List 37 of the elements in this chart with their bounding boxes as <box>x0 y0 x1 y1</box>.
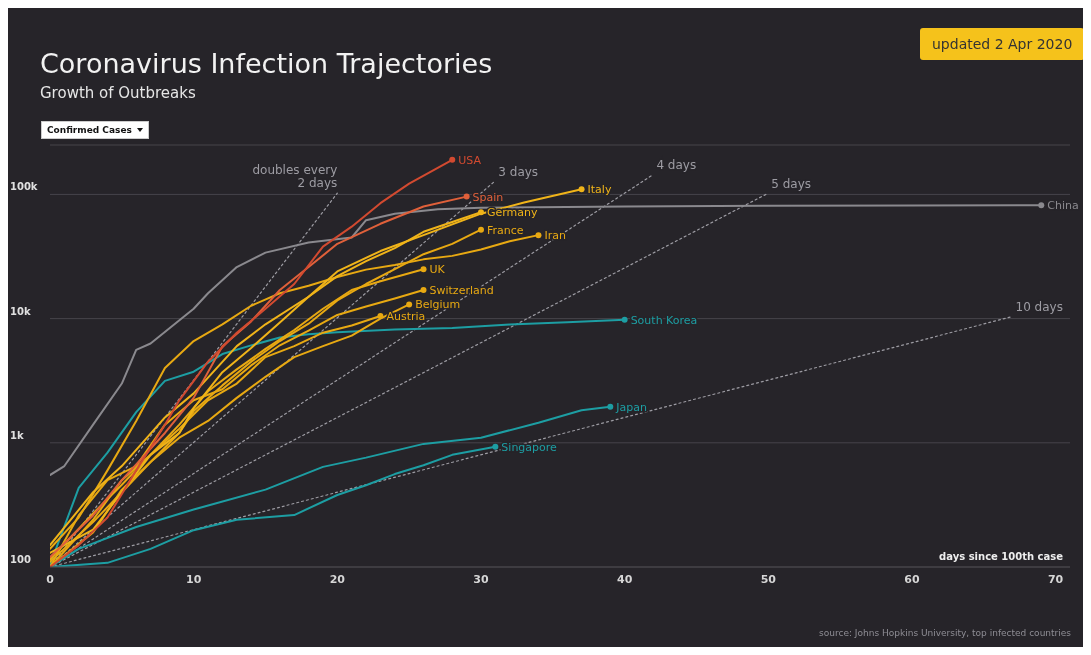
series-label: Singapore <box>501 440 558 454</box>
y-tick-label: 1k <box>10 429 24 441</box>
x-tick-label: 30 <box>473 572 489 586</box>
series-label: doubles every 2 days <box>252 163 338 191</box>
series-label: 5 days <box>771 177 812 192</box>
series-label: USA <box>458 153 482 167</box>
dropdown-field: Confirmed Cases <box>41 121 149 139</box>
series-label: Germany <box>486 206 539 220</box>
series-label: UK <box>429 263 446 277</box>
x-tick-label: 70 <box>1047 572 1064 586</box>
x-tick-label: 10 <box>186 572 202 586</box>
series-label: Iran <box>544 229 566 243</box>
source-note: source: Johns Hopkins University, top infected countries <box>819 628 1071 638</box>
chart-title: Coronavirus Infection Trajectories <box>40 48 493 79</box>
series-label: 10 days <box>1015 300 1063 315</box>
x-tick-label: 40 <box>616 572 633 586</box>
series-label: 3 days <box>498 164 539 179</box>
x-tick-label: 0 <box>46 572 55 586</box>
series-label: Japan <box>615 400 647 414</box>
series-label: Spain <box>472 190 504 204</box>
series-label: Italy <box>587 183 612 197</box>
series-label: South Korea <box>630 313 698 327</box>
series-label: France <box>486 223 524 237</box>
y-tick-label: 100k <box>10 181 38 193</box>
series-label: Belgium <box>415 298 461 312</box>
x-axis-title: days since 100th case <box>939 551 1063 562</box>
series-label: 4 days <box>656 158 697 173</box>
series-label: Switzerland <box>429 283 494 297</box>
x-tick-label: 60 <box>904 572 920 586</box>
y-tick-label: 10k <box>10 305 31 317</box>
x-tick-label: 20 <box>329 572 346 586</box>
series-label: Austria <box>386 309 426 323</box>
y-tick-label: 100 <box>10 554 31 565</box>
text: updated 2 Apr 2020 <box>920 28 1085 60</box>
chart-subtitle: Growth of Outbreaks <box>40 84 196 102</box>
x-tick-label: 50 <box>760 572 777 586</box>
series-label: China <box>1047 199 1079 213</box>
